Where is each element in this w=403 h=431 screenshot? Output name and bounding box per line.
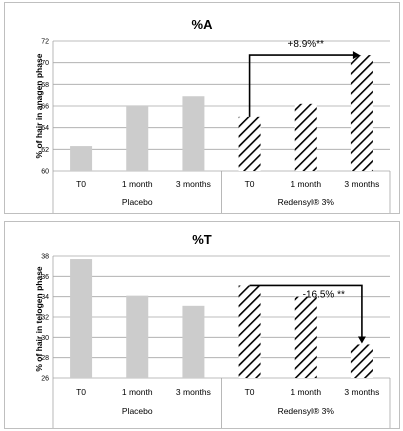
telogen-chart: 26 28 30 32 34 36 38 T0 1 month 3 months T0 1 month… xyxy=(41,254,391,428)
x-tick-label: T0 xyxy=(76,387,86,397)
group-label: Placebo xyxy=(122,406,153,416)
group-label: Redensyl® 3% xyxy=(278,197,335,207)
placebo-bar-1 xyxy=(126,106,149,171)
anagen-chart: 60 62 64 66 68 70 72 T0 1 month 3 months T0 1 month… xyxy=(41,39,391,213)
redensyl-bar-3 xyxy=(238,116,261,171)
y-tick-label: 32 xyxy=(41,315,49,322)
y-tick-label: 36 xyxy=(41,274,49,281)
x-tick-label: 3 months xyxy=(344,387,379,397)
redensyl-bar-4 xyxy=(294,296,317,378)
placebo-bar-0 xyxy=(70,146,93,171)
redensyl-bar-4 xyxy=(294,103,317,171)
placebo-bar-2 xyxy=(182,305,205,378)
y-tick-label: 34 xyxy=(41,294,49,301)
anagen-chart-panel: %A % of hair in anagen phase 60 62 64 66 68 7… xyxy=(4,2,400,214)
x-tick-label: 3 months xyxy=(176,179,211,189)
placebo-bar-0 xyxy=(70,259,93,378)
x-tick-label: 1 month xyxy=(122,179,153,189)
redensyl-bar-3 xyxy=(238,285,261,378)
annotation-arrow xyxy=(249,284,363,339)
chart-title: %A xyxy=(191,17,213,32)
redensyl-bar-5 xyxy=(350,344,373,378)
group-label: Redensyl® 3% xyxy=(278,406,335,416)
y-tick-label: 60 xyxy=(41,169,49,176)
x-tick-label: 1 month xyxy=(290,179,321,189)
placebo-bar-1 xyxy=(126,295,149,378)
telogen-chart-panel: %T % of hair in telogen phase 26 28 30 32 34… xyxy=(4,221,400,429)
x-tick-label: 1 month xyxy=(122,387,153,397)
chart-title: %T xyxy=(192,232,212,247)
y-tick-label: 38 xyxy=(41,254,49,261)
redensyl-bar-5 xyxy=(350,55,373,172)
y-tick-label: 68 xyxy=(41,82,49,89)
annotation-label: +8.9%** xyxy=(288,39,325,50)
annotation-label: -16.5% ** xyxy=(303,289,345,300)
placebo-bar-2 xyxy=(182,96,205,171)
y-tick-label: 64 xyxy=(41,125,49,132)
annotation-arrow xyxy=(248,54,356,117)
x-tick-label: 3 months xyxy=(344,179,379,189)
x-tick-label: 3 months xyxy=(176,387,211,397)
y-tick-label: 70 xyxy=(41,60,49,67)
y-tick-label: 62 xyxy=(41,147,49,154)
y-tick-label: 26 xyxy=(41,376,49,383)
y-tick-label: 66 xyxy=(41,104,49,111)
y-tick-label: 72 xyxy=(41,39,49,46)
annotation-arrowhead xyxy=(352,51,360,60)
x-tick-label: T0 xyxy=(245,179,255,189)
x-tick-label: T0 xyxy=(245,387,255,397)
group-label: Placebo xyxy=(122,197,153,207)
x-tick-label: T0 xyxy=(76,179,86,189)
annotation-arrowhead xyxy=(357,336,366,344)
y-tick-label: 28 xyxy=(41,355,49,362)
x-tick-label: 1 month xyxy=(290,387,321,397)
y-tick-label: 30 xyxy=(41,335,49,342)
